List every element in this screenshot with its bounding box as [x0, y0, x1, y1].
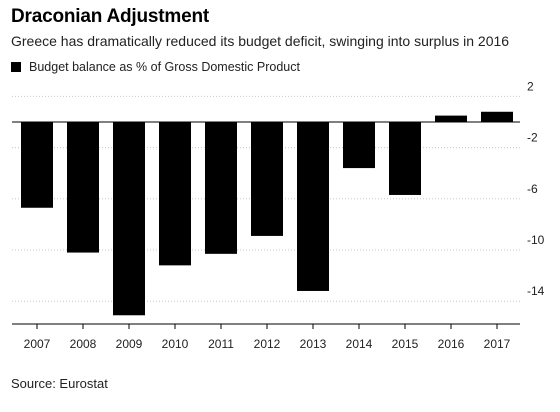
- bar-2014: [343, 122, 375, 169]
- bars: [21, 111, 513, 316]
- x-tick-label: 2007: [24, 337, 51, 351]
- y-tick-label: -14: [527, 284, 545, 298]
- x-tick-label: 2008: [70, 337, 97, 351]
- x-axis: 2007 2008 2009 2010 2011 2012 2013 2014 2015 2016…: [12, 323, 520, 351]
- x-tick-label: 2011: [208, 337, 234, 351]
- legend: Budget balance as % of Gross Domestic Pr…: [11, 60, 300, 74]
- bar-2009: [113, 122, 145, 316]
- x-tick-label: 2014: [346, 337, 373, 351]
- legend-swatch: [11, 62, 21, 72]
- y-tick-label: -10: [527, 233, 545, 247]
- bar-2012: [251, 122, 283, 236]
- legend-label: Budget balance as % of Gross Domestic Pr…: [29, 60, 300, 74]
- y-axis-ticks: 2 -2 -6 -10 -14: [527, 79, 545, 298]
- bar-2017: [481, 111, 513, 122]
- x-tick-label: 2012: [254, 337, 281, 351]
- bar-2010: [159, 122, 191, 266]
- x-tick-label: 2015: [392, 337, 419, 351]
- bar-2015: [389, 122, 421, 195]
- bar-2007: [21, 122, 53, 208]
- y-tick-label: -6: [527, 182, 538, 196]
- x-tick-label: 2016: [438, 337, 465, 351]
- source-note: Source: Eurostat: [11, 376, 108, 391]
- x-tick-label: 2013: [300, 337, 327, 351]
- chart-title: Draconian Adjustment: [11, 6, 209, 27]
- x-tick-label: 2009: [116, 337, 143, 351]
- bar-2011: [205, 122, 237, 254]
- x-tick-label: 2017: [484, 337, 511, 351]
- y-tick-label: 2: [527, 79, 534, 93]
- bar-2013: [297, 122, 329, 291]
- x-tick-label: 2010: [162, 337, 189, 351]
- chart-subtitle: Greece has dramatically reduced its budg…: [11, 33, 510, 49]
- bar-2008: [67, 122, 99, 253]
- bar-2016: [435, 115, 467, 122]
- y-tick-label: -2: [527, 131, 538, 145]
